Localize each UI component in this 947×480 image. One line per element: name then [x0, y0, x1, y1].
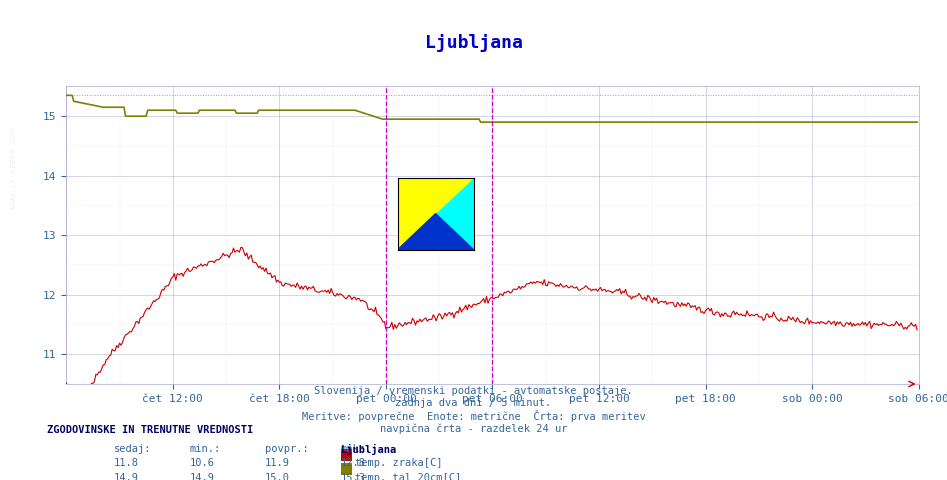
- Polygon shape: [398, 178, 474, 250]
- Text: Ljubljana: Ljubljana: [424, 34, 523, 51]
- Text: 14.9: 14.9: [114, 473, 138, 480]
- Text: Slovenija / vremenski podatki - avtomatske postaje.
zadnja dva dni / 5 minut.
Me: Slovenija / vremenski podatki - avtomats…: [302, 386, 645, 434]
- Text: 15.3: 15.3: [341, 473, 366, 480]
- Text: Ljubljana: Ljubljana: [341, 444, 397, 455]
- Text: temp. tal 20cm[C]: temp. tal 20cm[C]: [355, 473, 461, 480]
- Text: maks.:: maks.:: [341, 444, 379, 454]
- Text: ZGODOVINSKE IN TRENUTNE VREDNOSTI: ZGODOVINSKE IN TRENUTNE VREDNOSTI: [47, 425, 254, 435]
- Text: min.:: min.:: [189, 444, 221, 454]
- Text: 15.0: 15.0: [265, 473, 290, 480]
- Text: temp. zraka[C]: temp. zraka[C]: [355, 458, 442, 468]
- Text: 12.8: 12.8: [341, 458, 366, 468]
- Polygon shape: [398, 214, 474, 250]
- Text: 11.9: 11.9: [265, 458, 290, 468]
- Text: www.si-vreme.com: www.si-vreme.com: [9, 128, 19, 208]
- Text: 10.6: 10.6: [189, 458, 214, 468]
- Text: povpr.:: povpr.:: [265, 444, 309, 454]
- Text: 14.9: 14.9: [189, 473, 214, 480]
- Text: sedaj:: sedaj:: [114, 444, 152, 454]
- Text: 11.8: 11.8: [114, 458, 138, 468]
